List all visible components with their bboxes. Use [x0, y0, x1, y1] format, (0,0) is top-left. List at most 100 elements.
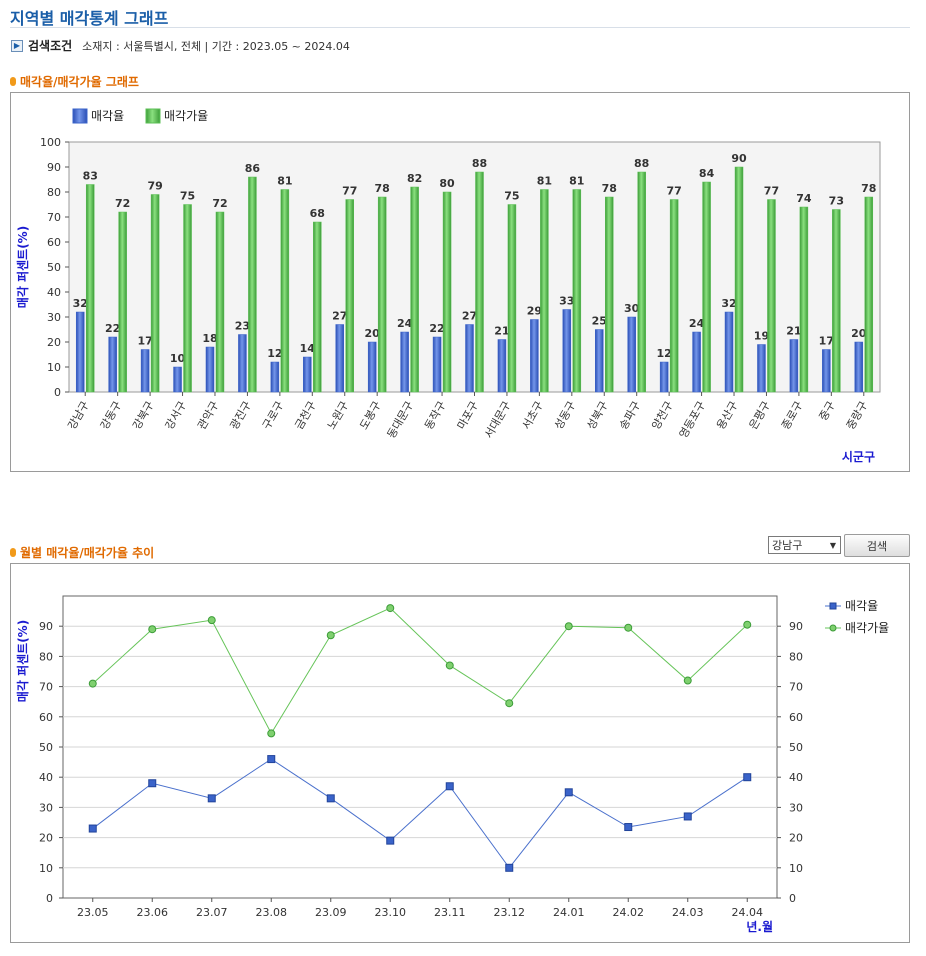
bar: [562, 309, 572, 393]
data-label: 25: [592, 315, 607, 328]
x-tick-label: 23.12: [494, 906, 526, 919]
bar: [475, 171, 484, 393]
y-axis-label: 매각 퍼센트(%): [15, 226, 30, 308]
legend-label: 매각율: [845, 599, 878, 613]
data-point: [386, 604, 395, 613]
bar: [118, 211, 127, 393]
data-point: [326, 794, 335, 803]
section-title-line-chart-label: 월별 매각율/매각가율 추이: [20, 546, 155, 560]
bar: [183, 204, 192, 393]
data-point: [505, 699, 514, 708]
data-label: 19: [754, 330, 769, 343]
bar: [767, 199, 776, 393]
x-tick-label: 동대문구: [385, 399, 417, 441]
arrow-box-icon: ▶: [11, 39, 23, 52]
x-tick-label: 서초구: [520, 399, 546, 432]
district-select[interactable]: 강남구 ▼: [768, 536, 841, 554]
y2-tick-label: 40: [789, 771, 803, 784]
data-label: 14: [300, 342, 316, 355]
y2-tick-label: 10: [789, 862, 803, 875]
data-point: [207, 794, 216, 803]
x-tick-label: 노원구: [325, 399, 351, 432]
x-tick-label: 양천구: [648, 399, 675, 432]
bar: [215, 211, 225, 393]
data-label: 29: [527, 305, 542, 318]
y-tick-label: 60: [47, 236, 61, 249]
data-label: 22: [105, 322, 120, 335]
bar: [345, 199, 354, 393]
data-label: 83: [83, 170, 98, 183]
search-condition-label: 검색조건: [28, 39, 73, 53]
data-label: 81: [569, 175, 584, 188]
bar: [442, 191, 452, 393]
x-tick-label: 24.03: [672, 906, 704, 919]
section-title-bar-chart-label: 매각율/매각가율 그래프: [20, 75, 139, 89]
data-label: 68: [310, 207, 325, 220]
data-label: 27: [462, 310, 477, 323]
data-point: [743, 620, 752, 629]
x-axis-label: 시군구: [842, 450, 875, 464]
data-point: [88, 679, 97, 688]
data-label: 27: [332, 310, 347, 323]
x-tick-label: 23.07: [196, 906, 228, 919]
legend-swatch: [72, 108, 88, 124]
bar: [799, 206, 809, 393]
x-axis-label: 년.월: [746, 919, 773, 934]
bar: [789, 339, 799, 393]
data-label: 72: [115, 197, 130, 210]
search-button[interactable]: 검색: [844, 534, 910, 557]
x-tick-label: 성북구: [584, 399, 610, 432]
bar: [595, 329, 604, 393]
data-point: [267, 729, 276, 738]
bullet-icon: [10, 548, 16, 557]
data-point: [505, 863, 514, 872]
bar-chart-panel: 0 10 20 30 40 50 60 70 80 90 100 매각 퍼센트(%) 32 83 강남구 22…: [10, 92, 910, 472]
bar: [280, 189, 290, 393]
bar: [205, 346, 215, 393]
data-label: 84: [699, 167, 715, 180]
data-point: [148, 779, 157, 788]
y2-tick-label: 50: [789, 741, 803, 754]
data-label: 75: [180, 190, 195, 203]
data-point: [88, 824, 97, 833]
data-point: [207, 616, 216, 625]
bar: [734, 166, 744, 393]
bar: [659, 361, 669, 393]
bar: [400, 331, 409, 393]
y-tick-label: 90: [47, 161, 61, 174]
series-line: [92, 758, 748, 869]
bar: [465, 324, 474, 393]
y-tick-label: 80: [39, 650, 53, 663]
x-tick-label: 강서구: [163, 399, 189, 432]
data-label: 74: [796, 192, 812, 205]
data-point: [564, 622, 573, 631]
y-tick-label: 10: [39, 862, 53, 875]
bullet-icon: [10, 77, 16, 86]
data-label: 78: [375, 182, 390, 195]
data-label: 22: [429, 322, 444, 335]
data-label: 75: [504, 190, 519, 203]
y2-tick-label: 20: [789, 832, 803, 845]
bar: [692, 331, 701, 393]
bar: [303, 356, 312, 393]
data-point: [445, 661, 454, 670]
y-tick-label: 70: [47, 211, 61, 224]
line-chart: 0 0 10 10 20 20 30 30 40 40 50 50 60 60 70 70 80 80 90 90 매각…: [15, 595, 889, 934]
legend: 매각율 매각가율: [72, 108, 208, 124]
data-label: 88: [472, 157, 487, 170]
x-tick-label: 24.02: [613, 906, 645, 919]
data-label: 77: [342, 185, 357, 198]
x-tick-label: 은평구: [747, 399, 773, 432]
data-label: 78: [861, 182, 876, 195]
y-tick-label: 30: [47, 311, 61, 324]
y-tick-label: 10: [47, 361, 61, 374]
y-tick-label: 80: [47, 186, 61, 199]
legend-label: 매각가율: [845, 621, 889, 635]
bar-chart: 0 10 20 30 40 50 60 70 80 90 100 매각 퍼센트(%) 32 83 강남구 22…: [15, 108, 881, 464]
data-label: 17: [137, 335, 152, 348]
x-tick-label: 용산구: [714, 399, 740, 432]
bar: [497, 339, 507, 393]
data-point: [683, 812, 692, 821]
data-point: [267, 755, 276, 764]
bar: [270, 361, 280, 393]
